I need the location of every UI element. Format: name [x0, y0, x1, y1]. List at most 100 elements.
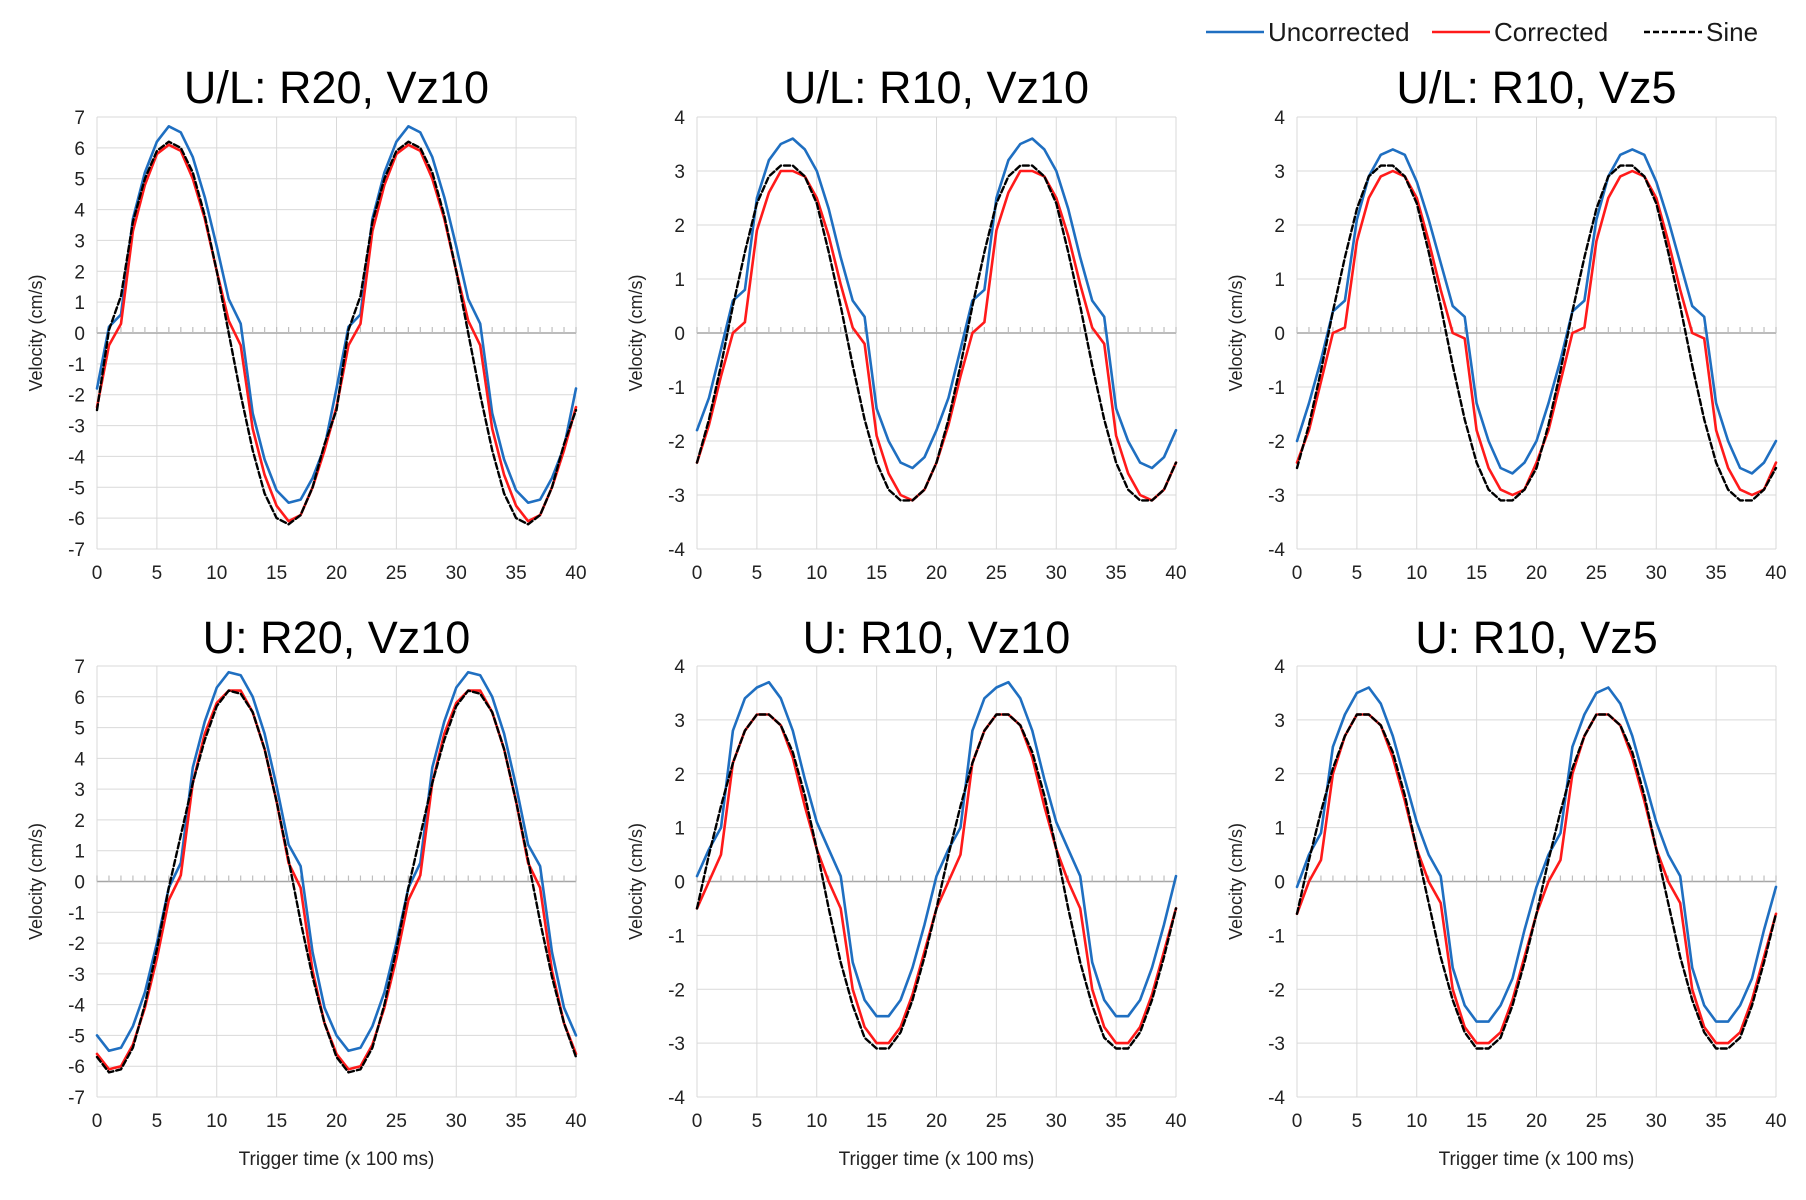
- x-tick-label: 20: [326, 1111, 347, 1132]
- series-line-uncorrected: [1295, 148, 1778, 475]
- x-tick-label: 10: [1406, 563, 1427, 584]
- x-tick-label: 20: [1526, 563, 1547, 584]
- series-line-sine: [95, 140, 578, 526]
- x-tick-label: 35: [1706, 563, 1727, 584]
- chart-title: U/L: R20, Vz10: [184, 62, 489, 113]
- x-tick-label: 10: [806, 1111, 827, 1132]
- x-tick-label: 0: [92, 1111, 103, 1132]
- x-axis-label: Trigger time (x 100 ms): [239, 1149, 435, 1170]
- series-line-uncorrected: [695, 680, 1178, 1018]
- x-tick-label: 5: [752, 1111, 763, 1132]
- y-tick-label: -4: [68, 447, 85, 468]
- y-tick-label: -1: [1268, 926, 1285, 947]
- y-axis-label: Velocity (cm/s): [1226, 823, 1246, 940]
- y-tick-label: -1: [68, 903, 85, 924]
- x-tick-label: 10: [806, 563, 827, 584]
- y-tick-label: -4: [1268, 1088, 1285, 1109]
- y-tick-label: 0: [1274, 324, 1285, 345]
- y-tick-label: -3: [668, 486, 685, 507]
- x-tick-label: 40: [1165, 1111, 1186, 1132]
- series-line-uncorrected: [695, 137, 1178, 470]
- x-tick-label: 20: [926, 1111, 947, 1132]
- y-axis-label: Velocity (cm/s): [1226, 274, 1246, 391]
- chart-title: U: R10, Vz5: [1415, 612, 1658, 663]
- x-tick-label: 15: [266, 563, 287, 584]
- y-tick-label: 0: [74, 873, 85, 894]
- y-tick-label: 4: [1274, 108, 1285, 129]
- x-tick-label: 20: [1526, 1111, 1547, 1132]
- x-tick-label: 40: [565, 563, 586, 584]
- y-tick-label: -3: [68, 965, 85, 986]
- x-tick-label: 10: [1406, 1111, 1427, 1132]
- x-tick-label: 20: [926, 563, 947, 584]
- y-tick-label: 1: [74, 842, 85, 863]
- y-tick-label: -2: [68, 934, 85, 955]
- y-tick-label: 1: [674, 819, 685, 840]
- x-tick-label: 40: [1765, 1111, 1786, 1132]
- y-axis-label: Velocity (cm/s): [26, 823, 46, 940]
- x-tick-label: 35: [1706, 1111, 1727, 1132]
- series-line-sine: [695, 713, 1178, 1050]
- x-tick-label: 30: [1046, 563, 1067, 584]
- series-line-sine: [695, 164, 1178, 502]
- y-tick-label: 4: [674, 108, 685, 129]
- chart-panel-4: U: R20, Vz10 -7 -6 -5 -4 -3 -2 -1 0 1 2 3 4 5 6 7 0 5 10 15…: [26, 612, 587, 1170]
- x-tick-label: 40: [1165, 563, 1186, 584]
- legend-label: Corrected: [1494, 17, 1608, 47]
- y-tick-label: -2: [68, 386, 85, 407]
- y-tick-label: 3: [74, 231, 85, 252]
- x-tick-label: 0: [692, 563, 703, 584]
- y-tick-label: 1: [1274, 270, 1285, 291]
- y-tick-label: -1: [668, 926, 685, 947]
- y-tick-label: 3: [1274, 162, 1285, 183]
- legend-label: Sine: [1706, 17, 1758, 47]
- y-tick-label: 6: [74, 688, 85, 709]
- y-tick-label: -2: [668, 432, 685, 453]
- x-tick-label: 0: [92, 563, 103, 584]
- x-tick-label: 15: [1466, 563, 1487, 584]
- series-line-sine: [95, 689, 578, 1074]
- x-tick-label: 5: [152, 563, 163, 584]
- x-axis-label: Trigger time (x 100 ms): [1439, 1149, 1635, 1170]
- series-line-sine: [1295, 164, 1778, 502]
- y-tick-label: -1: [68, 355, 85, 376]
- y-tick-label: 0: [674, 324, 685, 345]
- x-tick-label: 25: [986, 1111, 1007, 1132]
- y-tick-label: -4: [68, 996, 85, 1017]
- x-tick-label: 15: [866, 1111, 887, 1132]
- x-tick-label: 35: [1106, 563, 1127, 584]
- y-tick-label: 6: [74, 139, 85, 160]
- y-tick-label: 5: [74, 719, 85, 740]
- y-tick-label: 4: [74, 201, 85, 222]
- y-axis-label: Velocity (cm/s): [26, 274, 46, 391]
- series-line-uncorrected: [1295, 686, 1778, 1023]
- x-tick-label: 30: [446, 563, 467, 584]
- y-tick-label: 3: [74, 780, 85, 801]
- y-tick-label: -5: [68, 478, 85, 499]
- chart-panel-1: U/L: R20, Vz10 -7 -6 -5 -4 -3 -2 -1 0 1 2 3 4 5 6 7 0 5 10…: [26, 62, 587, 584]
- y-tick-label: 0: [1274, 873, 1285, 894]
- y-tick-label: 4: [1274, 657, 1285, 678]
- legend-item-corrected: Corrected: [1432, 17, 1608, 47]
- y-tick-label: 2: [1274, 765, 1285, 786]
- legend-item-sine: Sine: [1644, 17, 1758, 47]
- x-tick-label: 30: [1046, 1111, 1067, 1132]
- y-tick-label: 4: [74, 749, 85, 770]
- x-tick-label: 35: [1106, 1111, 1127, 1132]
- y-tick-label: 1: [74, 293, 85, 314]
- y-tick-label: -3: [1268, 1034, 1285, 1055]
- y-tick-label: -3: [1268, 486, 1285, 507]
- x-tick-label: 0: [1292, 563, 1303, 584]
- y-tick-label: 3: [674, 711, 685, 732]
- y-tick-label: 5: [74, 170, 85, 191]
- y-tick-label: 1: [674, 270, 685, 291]
- x-tick-label: 5: [752, 563, 763, 584]
- y-tick-label: -1: [1268, 378, 1285, 399]
- x-tick-label: 25: [1586, 563, 1607, 584]
- y-tick-label: -7: [68, 540, 85, 561]
- x-tick-label: 25: [386, 563, 407, 584]
